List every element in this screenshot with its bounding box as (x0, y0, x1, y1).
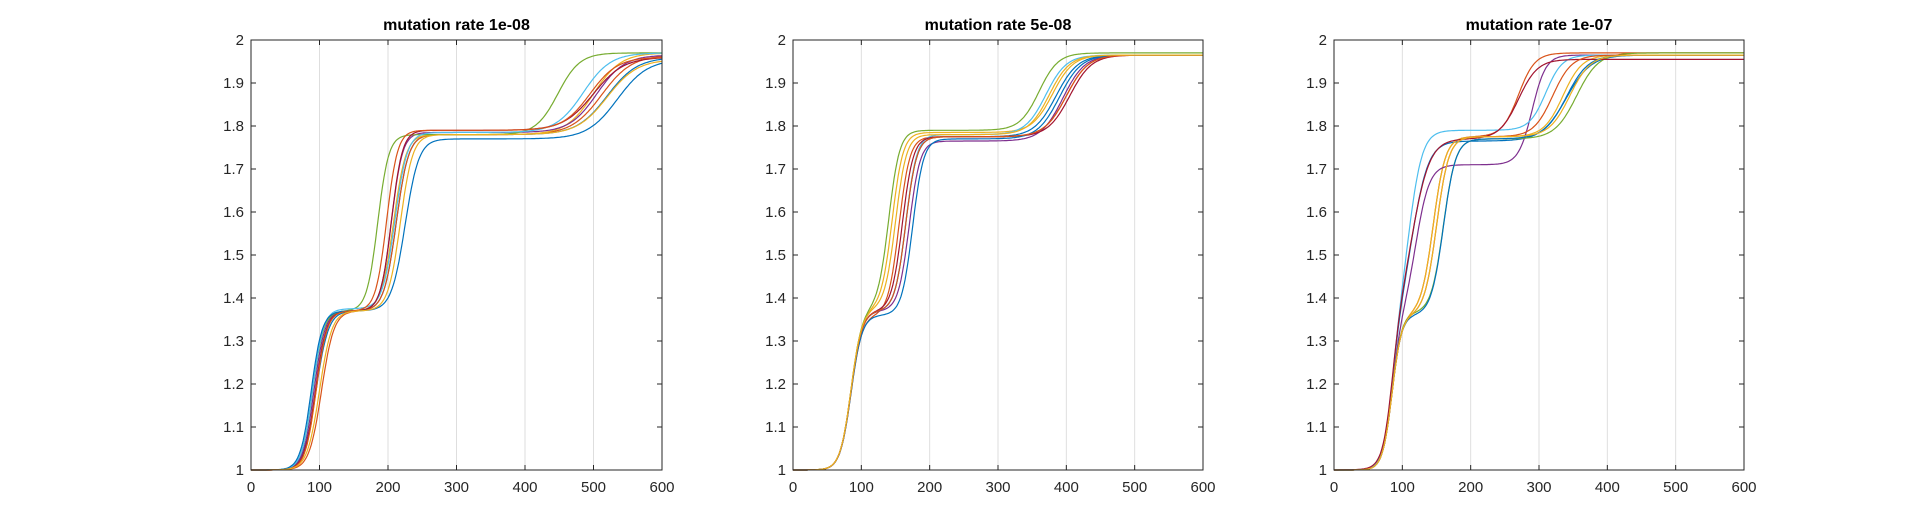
y-tick-label: 1.8 (1306, 118, 1327, 135)
y-tick-label: 1.2 (765, 376, 786, 393)
x-tick-label: 300 (985, 479, 1010, 496)
y-tick-label: 1.5 (1306, 247, 1327, 264)
x-tick-label: 300 (1526, 479, 1551, 496)
y-tick-label: 1.6 (765, 204, 786, 221)
y-tick-label: 1.2 (223, 376, 244, 393)
x-tick-label: 0 (789, 479, 797, 496)
y-tick-label: 1.7 (223, 161, 244, 178)
y-tick-label: 1.4 (765, 290, 786, 307)
x-tick-label: 500 (1663, 479, 1688, 496)
y-tick-label: 2 (778, 32, 786, 49)
x-tick-label: 600 (649, 479, 674, 496)
x-tick-label: 200 (375, 479, 400, 496)
series-line-8 (251, 62, 663, 471)
x-tick-label: 400 (1595, 479, 1620, 496)
y-tick-label: 1.2 (1306, 376, 1327, 393)
x-tick-label: 0 (247, 479, 255, 496)
series-line-10 (793, 54, 1203, 471)
series-line-10 (1334, 54, 1744, 471)
y-tick-label: 1.8 (765, 118, 786, 135)
x-tick-label: 200 (1458, 479, 1483, 496)
x-tick-label: 100 (849, 479, 874, 496)
y-tick-label: 1 (1319, 462, 1327, 479)
chart-panel-1: 0 100 200 300 400 500 600 1 1.1 1.2 1.3 1.4 1.5 1.6 1.… (223, 17, 674, 496)
x-tick-label: 300 (444, 479, 469, 496)
y-tick-label: 1.5 (223, 247, 244, 264)
chart-panel-3: 0 100 200 300 400 500 600 1 1.1 1.2 1.3 1.4 1.5 1.6 1.… (1306, 17, 1756, 496)
series-line-10 (251, 60, 663, 471)
chart-title: mutation rate 5e-08 (925, 17, 1072, 34)
y-tick-label: 1.1 (765, 419, 786, 436)
x-tick-label: 500 (581, 479, 606, 496)
y-tick-label: 1.4 (223, 290, 244, 307)
x-tick-label: 500 (1122, 479, 1147, 496)
chart-title: mutation rate 1e-07 (1466, 17, 1613, 34)
series-line-7 (1334, 58, 1744, 471)
series-line-9 (251, 57, 662, 471)
y-tick-label: 2 (236, 32, 244, 49)
y-tick-label: 1.8 (223, 118, 244, 135)
y-tick-label: 1.3 (223, 333, 244, 350)
y-tick-label: 1.7 (765, 161, 786, 178)
x-tick-label: 100 (307, 479, 332, 496)
y-tick-label: 1.9 (223, 75, 244, 92)
x-tick-label: 600 (1190, 479, 1215, 496)
y-tick-label: 1.7 (1306, 161, 1327, 178)
x-tick-label: 100 (1390, 479, 1415, 496)
y-tick-label: 1.6 (1306, 204, 1327, 221)
y-tick-label: 1.6 (223, 204, 244, 221)
y-tick-label: 2 (1319, 32, 1327, 49)
y-tick-label: 1.9 (765, 75, 786, 92)
x-tick-label: 0 (1330, 479, 1338, 496)
x-tick-label: 200 (917, 479, 942, 496)
x-tick-label: 400 (1054, 479, 1079, 496)
y-tick-label: 1.5 (765, 247, 786, 264)
y-tick-label: 1.3 (765, 333, 786, 350)
y-tick-label: 1.1 (1306, 419, 1327, 436)
y-tick-label: 1.3 (1306, 333, 1327, 350)
y-tick-label: 1.1 (223, 419, 244, 436)
x-tick-label: 400 (512, 479, 537, 496)
chart-title: mutation rate 1e-08 (383, 17, 530, 34)
y-tick-label: 1.4 (1306, 290, 1327, 307)
y-tick-label: 1 (236, 462, 244, 479)
y-tick-label: 1.9 (1306, 75, 1327, 92)
chart-panel-2: 0 100 200 300 400 500 600 1 1.1 1.2 1.3 1.4 1.5 1.6 1.… (765, 17, 1215, 496)
x-tick-label: 600 (1731, 479, 1756, 496)
y-tick-label: 1 (778, 462, 786, 479)
series-line-6 (251, 52, 662, 471)
